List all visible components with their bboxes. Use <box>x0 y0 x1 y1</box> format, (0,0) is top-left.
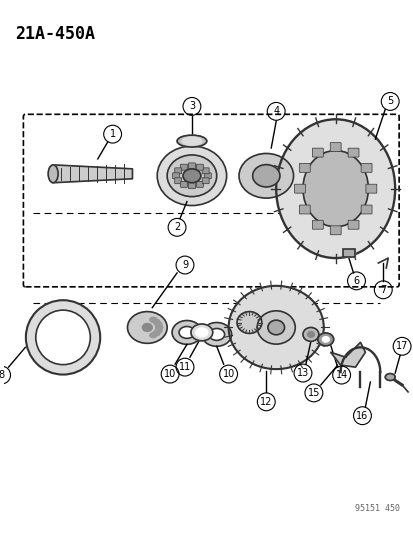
FancyBboxPatch shape <box>330 226 340 235</box>
Ellipse shape <box>177 135 206 147</box>
Text: 7: 7 <box>379 285 385 295</box>
Ellipse shape <box>256 311 294 344</box>
FancyBboxPatch shape <box>180 181 187 187</box>
Ellipse shape <box>183 169 200 183</box>
Text: 13: 13 <box>296 368 309 378</box>
Text: 2: 2 <box>173 222 180 232</box>
Ellipse shape <box>152 319 159 324</box>
Text: 1: 1 <box>109 129 115 139</box>
FancyBboxPatch shape <box>360 205 371 214</box>
Ellipse shape <box>36 310 90 365</box>
Text: 21A-450A: 21A-450A <box>15 25 95 43</box>
Ellipse shape <box>275 119 394 258</box>
FancyBboxPatch shape <box>174 168 181 174</box>
Polygon shape <box>53 165 132 183</box>
Text: 17: 17 <box>395 341 407 351</box>
Ellipse shape <box>208 328 224 341</box>
Ellipse shape <box>307 332 313 337</box>
Text: 8: 8 <box>0 370 5 380</box>
FancyBboxPatch shape <box>172 173 179 179</box>
Ellipse shape <box>267 320 284 335</box>
Ellipse shape <box>167 155 216 197</box>
FancyBboxPatch shape <box>294 184 305 193</box>
FancyBboxPatch shape <box>188 183 195 189</box>
Ellipse shape <box>237 312 261 334</box>
FancyBboxPatch shape <box>188 163 195 169</box>
FancyBboxPatch shape <box>299 164 309 172</box>
Ellipse shape <box>154 322 161 327</box>
Text: 15: 15 <box>307 388 319 398</box>
Ellipse shape <box>48 165 58 183</box>
Text: 10: 10 <box>164 369 176 379</box>
Text: 14: 14 <box>335 370 347 380</box>
FancyBboxPatch shape <box>202 178 209 184</box>
FancyBboxPatch shape <box>299 205 309 214</box>
Ellipse shape <box>127 312 167 343</box>
FancyBboxPatch shape <box>312 220 323 229</box>
Ellipse shape <box>252 165 279 187</box>
FancyBboxPatch shape <box>330 142 340 151</box>
Text: 5: 5 <box>386 96 392 107</box>
Ellipse shape <box>142 324 152 332</box>
FancyBboxPatch shape <box>365 184 376 193</box>
FancyBboxPatch shape <box>196 181 203 187</box>
Ellipse shape <box>190 324 212 341</box>
Ellipse shape <box>302 150 368 227</box>
Ellipse shape <box>150 317 157 322</box>
Ellipse shape <box>238 154 293 198</box>
FancyBboxPatch shape <box>347 148 358 157</box>
Ellipse shape <box>154 328 161 333</box>
Ellipse shape <box>152 331 159 336</box>
Ellipse shape <box>178 327 195 338</box>
Ellipse shape <box>195 328 207 337</box>
Ellipse shape <box>172 320 202 344</box>
FancyBboxPatch shape <box>347 220 358 229</box>
Ellipse shape <box>302 327 318 341</box>
FancyBboxPatch shape <box>360 164 371 172</box>
Bar <box>342 249 354 257</box>
Ellipse shape <box>157 146 226 206</box>
Ellipse shape <box>182 137 202 145</box>
FancyBboxPatch shape <box>180 164 187 170</box>
Text: 11: 11 <box>178 362 191 372</box>
Text: 6: 6 <box>353 276 359 286</box>
FancyBboxPatch shape <box>202 168 209 174</box>
FancyBboxPatch shape <box>204 173 211 179</box>
Text: 4: 4 <box>273 107 279 116</box>
Text: 12: 12 <box>259 397 272 407</box>
Polygon shape <box>330 342 365 367</box>
Ellipse shape <box>202 322 231 346</box>
Ellipse shape <box>228 286 323 369</box>
Ellipse shape <box>155 325 162 330</box>
Ellipse shape <box>385 374 394 381</box>
Text: 10: 10 <box>222 369 234 379</box>
Text: 95151 450: 95151 450 <box>354 504 399 513</box>
Bar <box>342 249 354 257</box>
Ellipse shape <box>26 300 100 375</box>
FancyBboxPatch shape <box>196 164 203 170</box>
Text: 9: 9 <box>181 260 188 270</box>
Ellipse shape <box>317 333 333 346</box>
Ellipse shape <box>150 333 157 338</box>
FancyBboxPatch shape <box>312 148 323 157</box>
Text: 16: 16 <box>356 411 368 421</box>
Ellipse shape <box>321 337 328 342</box>
FancyBboxPatch shape <box>174 178 181 184</box>
Text: 3: 3 <box>188 101 195 111</box>
